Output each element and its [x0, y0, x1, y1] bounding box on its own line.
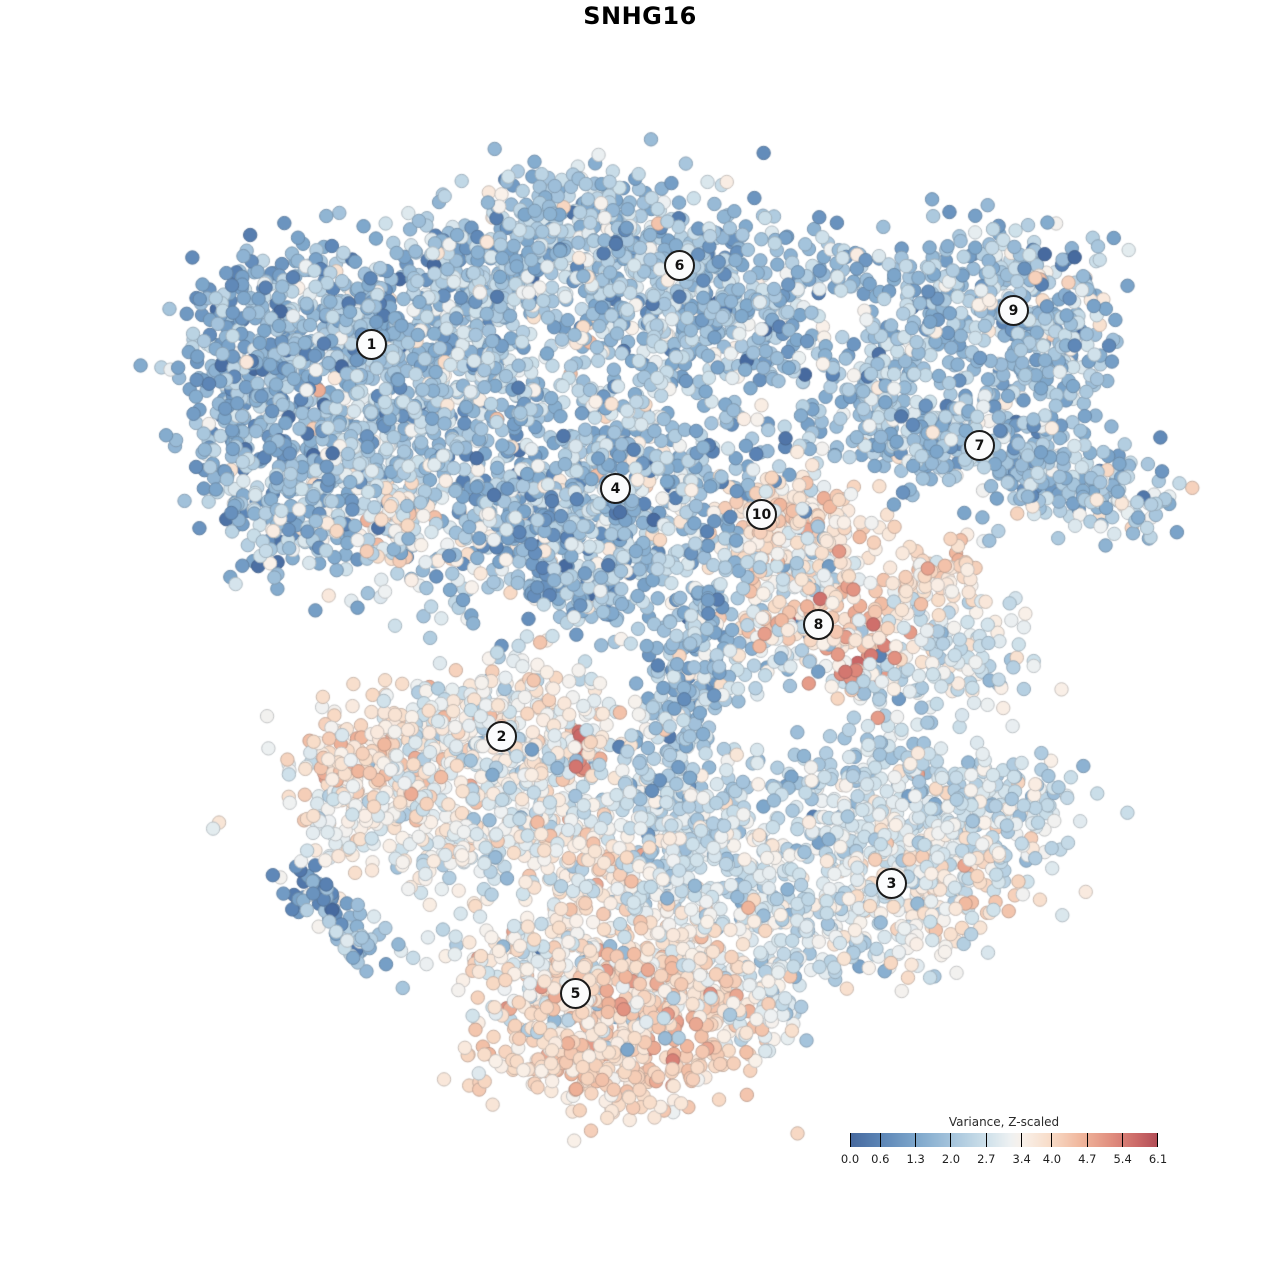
- colorbar-gradient: [850, 1133, 1158, 1147]
- cluster-label-2: 2: [486, 721, 517, 752]
- colorbar-tick: [950, 1133, 952, 1147]
- colorbar-tick-label: 2.7: [977, 1152, 996, 1166]
- colorbar-tick: [1021, 1133, 1023, 1147]
- colorbar-tick: [1157, 1133, 1158, 1147]
- cluster-label-6: 6: [664, 250, 695, 281]
- cluster-label-8: 8: [803, 609, 834, 640]
- colorbar-title: Variance, Z-scaled: [948, 1115, 1060, 1129]
- colorbar-tick-label: 0.0: [840, 1152, 860, 1166]
- cluster-label-1: 1: [356, 329, 387, 360]
- cluster-label-5: 5: [560, 978, 591, 1009]
- colorbar-tick-label: 4.0: [1042, 1152, 1062, 1166]
- colorbar-tick-label: 1.3: [906, 1152, 925, 1166]
- colorbar-tick-label: 6.1: [1148, 1152, 1168, 1166]
- cluster-label-4: 4: [600, 473, 631, 504]
- cluster-label-10: 10: [746, 499, 777, 530]
- colorbar-tick-label: 0.6: [871, 1152, 890, 1166]
- colorbar-tick-label: 5.4: [1113, 1152, 1132, 1166]
- colorbar-tick: [915, 1133, 917, 1147]
- colorbar-tick: [1086, 1133, 1088, 1147]
- colorbar-tick: [879, 1133, 881, 1147]
- colorbar-tick-label: 3.4: [1012, 1152, 1031, 1166]
- cluster-label-7: 7: [964, 430, 995, 461]
- plot-title: SNHG16: [583, 2, 697, 30]
- colorbar-tick: [985, 1133, 987, 1147]
- colorbar-tick: [1122, 1133, 1124, 1147]
- cluster-label-9: 9: [998, 295, 1029, 326]
- colorbar-tick: [850, 1133, 851, 1147]
- colorbar-tick-label: 4.7: [1078, 1152, 1097, 1166]
- colorbar-tick-label: 2.0: [941, 1152, 961, 1166]
- colorbar-tick: [1051, 1133, 1053, 1147]
- colorbar-legend: Variance, Z-scaled 0.0 0.6 1.3 2.0 2.7 3.4 4.0…: [841, 1115, 1167, 1166]
- cluster-label-3: 3: [876, 868, 907, 899]
